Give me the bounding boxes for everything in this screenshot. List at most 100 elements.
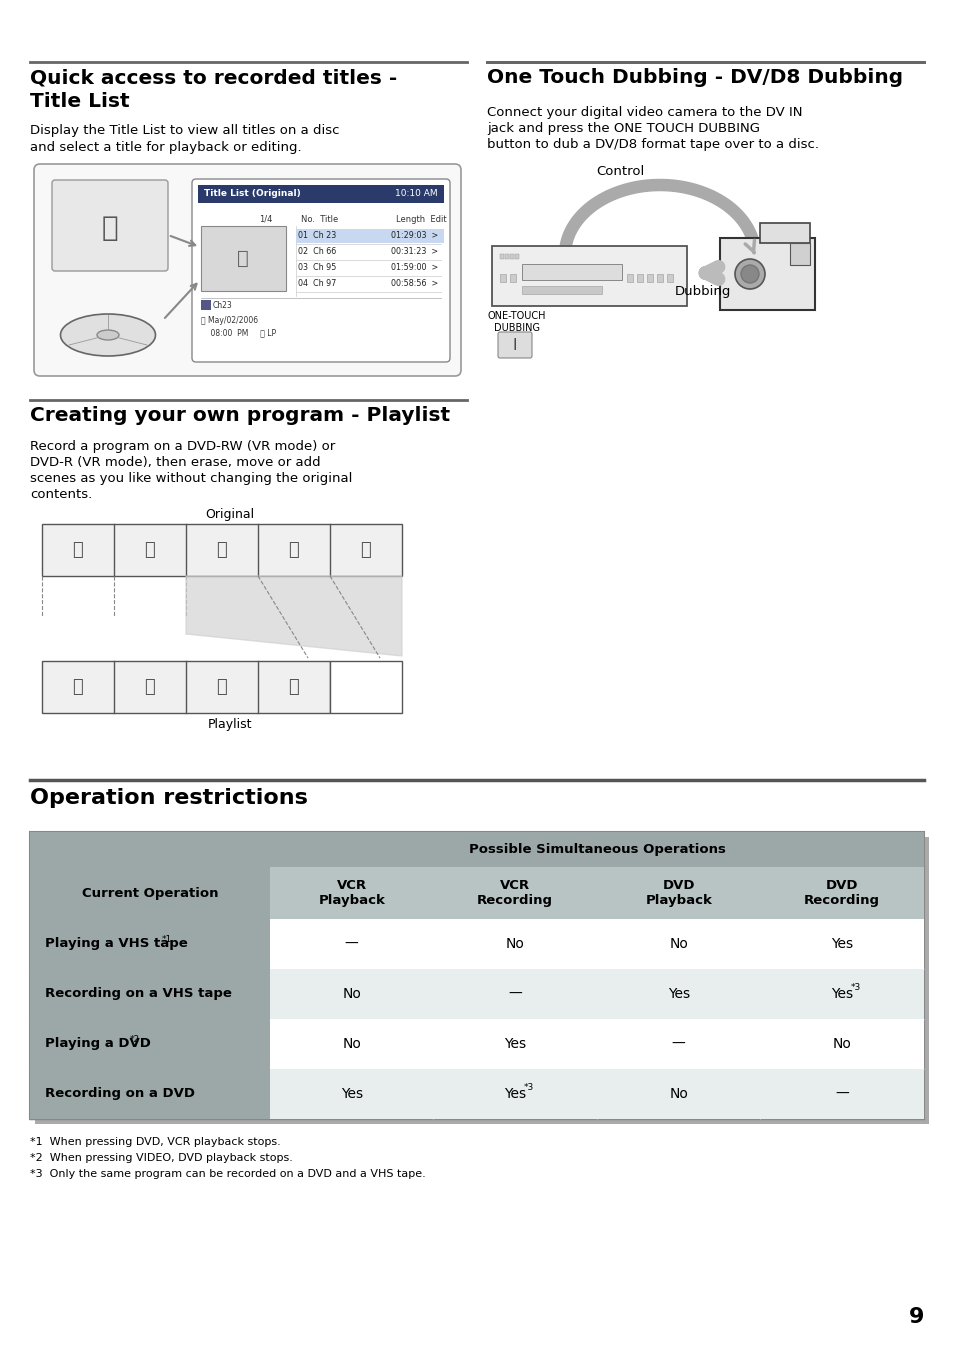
Text: 00:58:56  >: 00:58:56 > (391, 280, 437, 288)
Text: *2  When pressing VIDEO, DVD playback stops.: *2 When pressing VIDEO, DVD playback sto… (30, 1153, 293, 1163)
Text: Yes: Yes (503, 1037, 526, 1051)
Bar (720, 238, 814, 310)
Text: Yes: Yes (667, 987, 689, 1000)
Text: One Touch Dubbing - DV/D8 Dubbing: One Touch Dubbing - DV/D8 Dubbing (486, 68, 902, 87)
Bar (510, 254, 514, 260)
Bar (330, 661, 401, 713)
Bar (637, 274, 642, 283)
Text: *1: *1 (162, 934, 172, 944)
Text: No: No (669, 1087, 687, 1101)
Text: DVD
Playback: DVD Playback (644, 879, 712, 907)
Text: I: I (512, 338, 517, 353)
Bar (270, 867, 923, 919)
Text: ⚽: ⚽ (102, 214, 118, 242)
Text: and select a title for playback or editing.: and select a title for playback or editi… (30, 141, 301, 154)
Text: —: — (835, 1087, 848, 1101)
Text: *2: *2 (130, 1034, 139, 1044)
Text: ⚽: ⚽ (72, 677, 83, 696)
Bar (666, 274, 672, 283)
Text: Yes: Yes (830, 987, 852, 1000)
Bar (657, 274, 662, 283)
Text: 10:10 AM: 10:10 AM (395, 189, 437, 199)
Text: Connect your digital video camera to the DV IN: Connect your digital video camera to the… (486, 105, 801, 119)
Text: Possible Simultaneous Operations: Possible Simultaneous Operations (468, 844, 724, 856)
Text: No: No (505, 937, 524, 950)
Text: 🏃: 🏃 (289, 677, 299, 696)
Bar (30, 1069, 923, 1119)
Bar (35, 837, 928, 1124)
Bar (30, 969, 270, 1019)
Text: Creating your own program - Playlist: Creating your own program - Playlist (30, 406, 450, 425)
Text: contents.: contents. (30, 488, 92, 502)
Text: ⚽: ⚽ (289, 541, 299, 558)
Ellipse shape (734, 260, 764, 289)
Text: Control: Control (596, 165, 643, 178)
Text: Recording on a VHS tape: Recording on a VHS tape (45, 987, 232, 1000)
Bar (30, 1069, 270, 1119)
Text: 08:00  PM     🔔 LP: 08:00 PM 🔔 LP (201, 329, 275, 337)
Text: 🏃: 🏃 (145, 541, 155, 558)
FancyBboxPatch shape (192, 178, 450, 362)
Text: 👥: 👥 (216, 541, 227, 558)
Bar (30, 969, 923, 1019)
Bar (492, 246, 686, 306)
Text: Length  Edit: Length Edit (395, 215, 446, 224)
Text: 01:29:03  >: 01:29:03 > (391, 231, 437, 241)
Bar (30, 831, 270, 919)
Bar (499, 274, 505, 283)
Bar (30, 919, 270, 969)
Text: *3: *3 (849, 983, 860, 992)
Text: Recording on a DVD: Recording on a DVD (45, 1087, 194, 1101)
Text: 04  Ch 97: 04 Ch 97 (297, 280, 336, 288)
Bar (499, 254, 503, 260)
Text: No.  Title: No. Title (301, 215, 338, 224)
Bar (504, 254, 509, 260)
Text: Yes: Yes (503, 1087, 526, 1101)
Bar (30, 831, 923, 1119)
Text: Playlist: Playlist (208, 718, 252, 731)
Text: Title List: Title List (30, 92, 130, 111)
Bar (201, 300, 211, 310)
Bar (510, 274, 516, 283)
Text: DVD-R (VR mode), then erase, move or add: DVD-R (VR mode), then erase, move or add (30, 456, 320, 469)
Text: VCR
Recording: VCR Recording (476, 879, 553, 907)
Bar (30, 1019, 270, 1069)
Text: Original: Original (205, 508, 254, 521)
Text: Current Operation: Current Operation (82, 887, 218, 899)
Text: No: No (669, 937, 687, 950)
FancyBboxPatch shape (34, 164, 460, 376)
Text: Yes: Yes (830, 937, 852, 950)
FancyBboxPatch shape (497, 333, 532, 358)
Text: No: No (342, 1037, 361, 1051)
Text: —: — (508, 987, 521, 1000)
Bar (626, 274, 633, 283)
Bar (198, 185, 443, 203)
Bar (30, 1019, 923, 1069)
Text: Yes: Yes (340, 1087, 362, 1101)
Ellipse shape (740, 265, 759, 283)
Bar (42, 661, 330, 713)
Text: *3: *3 (522, 1083, 533, 1092)
Text: VCR
Playback: VCR Playback (318, 879, 385, 907)
Text: ONE-TOUCH
DUBBING: ONE-TOUCH DUBBING (487, 311, 546, 333)
Text: 03  Ch 95: 03 Ch 95 (297, 264, 336, 273)
Ellipse shape (97, 330, 119, 339)
Bar (270, 831, 923, 867)
Bar (646, 274, 652, 283)
Text: Playing a DVD: Playing a DVD (45, 1037, 151, 1051)
Text: 9: 9 (907, 1307, 923, 1328)
Bar (201, 226, 286, 291)
Bar (42, 525, 401, 576)
Polygon shape (186, 576, 401, 656)
Text: 🏃: 🏃 (145, 677, 155, 696)
Text: 🏃: 🏃 (360, 541, 371, 558)
Text: Display the Title List to view all titles on a disc: Display the Title List to view all title… (30, 124, 339, 137)
Text: Title List (Original): Title List (Original) (204, 189, 300, 199)
Text: Quick access to recorded titles -: Quick access to recorded titles - (30, 68, 396, 87)
Text: ⏰ May/02/2006: ⏰ May/02/2006 (201, 316, 258, 324)
Text: *3  Only the same program can be recorded on a DVD and a VHS tape.: *3 Only the same program can be recorded… (30, 1169, 425, 1179)
Text: Ch23: Ch23 (213, 301, 233, 311)
Ellipse shape (60, 314, 155, 356)
Bar (760, 223, 809, 243)
Text: 01:59:00  >: 01:59:00 > (391, 264, 437, 273)
